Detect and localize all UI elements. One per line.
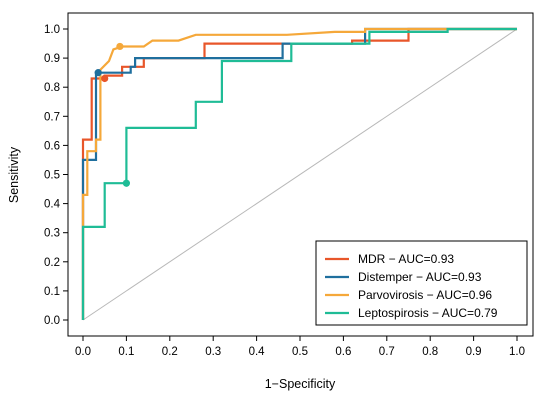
y-axis: 0.0 0.1 0.2 0.3 0.4 0.5 0.6 0.7 0.8 0.9 1.0 (44, 24, 68, 327)
y-tick-label: 1.0 (44, 24, 60, 36)
roc-line-mdr (81, 27, 517, 320)
x-tick-label: 0.1 (118, 346, 134, 358)
y-tick-label: 0.9 (44, 53, 60, 65)
y-tick-label: 0.8 (44, 82, 60, 94)
cutoff-point-leptospirosis (122, 179, 130, 187)
legend-box (315, 240, 528, 326)
x-tick-label: 0.2 (162, 346, 178, 358)
y-tick-label: 0.4 (44, 199, 61, 211)
y-tick-label: 0.5 (44, 170, 60, 182)
legend-label-distemper: Distemper − AUC=0.93 (358, 270, 482, 284)
y-tick-label: 0.0 (44, 315, 60, 327)
y-axis-title: Sensitivity (7, 146, 21, 203)
x-tick-label: 0.8 (422, 346, 438, 358)
y-tick-label: 0.3 (44, 228, 60, 240)
x-tick-label: 0.4 (249, 346, 266, 358)
x-axis: 0.0 0.1 0.2 0.3 0.4 0.5 0.6 0.7 0.8 0.9 1.0 (75, 336, 525, 358)
x-tick-label: 0.5 (292, 346, 308, 358)
x-tick-label: 0.0 (75, 346, 91, 358)
y-tick-label: 0.2 (44, 257, 60, 269)
x-tick-label: 0.9 (466, 346, 482, 358)
y-tick-label: 0.1 (44, 286, 60, 298)
cutoff-point-parvovirosis (116, 42, 124, 51)
series-layer (81, 27, 517, 320)
y-tick-label: 0.6 (44, 140, 60, 152)
diagonal-reference-line (82, 28, 518, 321)
roc-line-parvovirosis (81, 27, 517, 320)
cutoff-point-mdr (101, 74, 109, 83)
x-tick-label: 0.7 (379, 346, 395, 358)
x-tick-label: 0.6 (335, 346, 351, 358)
legend-label-mdr: MDR − AUC=0.93 (358, 252, 454, 266)
marker-layer (94, 42, 130, 187)
roc-line-leptospirosis (81, 27, 517, 320)
x-axis-title: 1−Specificity (265, 377, 336, 391)
x-tick-label: 1.0 (509, 346, 525, 358)
legend: MDR − AUC=0.93 Distemper − AUC=0.93 Parvov… (315, 240, 528, 326)
y-tick-label: 0.7 (44, 111, 60, 123)
legend-label-leptospirosis: Leptospirosis − AUC=0.79 (358, 306, 498, 320)
legend-label-parvovirosis: Parvovirosis − AUC=0.96 (358, 288, 492, 302)
x-tick-label: 0.3 (205, 346, 221, 358)
cutoff-point-distemper (94, 69, 102, 77)
